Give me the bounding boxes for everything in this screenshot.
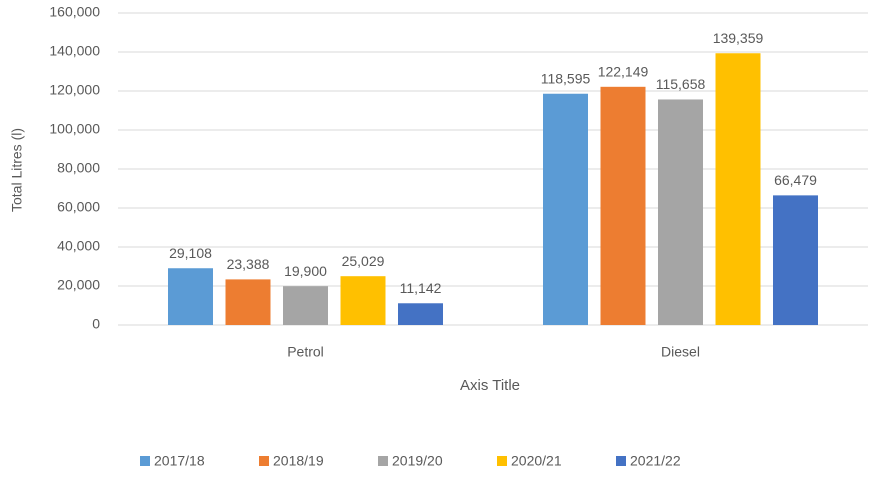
bar bbox=[283, 286, 328, 325]
y-tick-label: 0 bbox=[92, 316, 100, 332]
data-label: 115,658 bbox=[656, 76, 706, 92]
data-label: 139,359 bbox=[713, 30, 764, 46]
data-label: 122,149 bbox=[598, 64, 649, 80]
data-label: 19,900 bbox=[284, 263, 327, 279]
y-axis-title: Total Litres (l) bbox=[9, 128, 25, 212]
legend-swatch bbox=[497, 456, 507, 466]
x-tick-label: Diesel bbox=[661, 344, 700, 360]
data-label: 25,029 bbox=[342, 253, 385, 269]
data-label: 11,142 bbox=[400, 280, 442, 296]
legend-label: 2019/20 bbox=[392, 453, 443, 469]
data-label: 29,108 bbox=[169, 245, 212, 261]
legend-label: 2020/21 bbox=[511, 453, 562, 469]
legend-label: 2017/18 bbox=[154, 453, 205, 469]
y-tick-label: 120,000 bbox=[49, 82, 100, 98]
bar bbox=[340, 276, 386, 325]
bar bbox=[168, 268, 213, 325]
legend-swatch bbox=[616, 456, 626, 466]
bar bbox=[773, 195, 818, 325]
y-tick-label: 40,000 bbox=[57, 238, 100, 254]
data-label: 23,388 bbox=[227, 256, 270, 272]
bar bbox=[600, 86, 646, 325]
data-label: 66,479 bbox=[774, 172, 817, 188]
y-tick-label: 140,000 bbox=[49, 43, 100, 59]
bar bbox=[225, 279, 271, 325]
data-label: 118,595 bbox=[541, 70, 591, 86]
legend-label: 2018/19 bbox=[273, 453, 324, 469]
y-tick-label: 60,000 bbox=[57, 199, 100, 215]
y-tick-label: 20,000 bbox=[57, 277, 100, 293]
x-tick-label: Petrol bbox=[287, 344, 324, 360]
y-tick-label: 160,000 bbox=[49, 4, 100, 20]
bar bbox=[398, 303, 443, 325]
legend-label: 2021/22 bbox=[630, 453, 681, 469]
legend-swatch bbox=[259, 456, 269, 466]
bar bbox=[543, 93, 588, 325]
y-tick-label: 100,000 bbox=[49, 121, 100, 137]
bar bbox=[715, 53, 761, 326]
legend-swatch bbox=[378, 456, 388, 466]
y-tick-label: 80,000 bbox=[57, 160, 100, 176]
x-axis-title: Axis Title bbox=[460, 377, 520, 394]
bar bbox=[658, 99, 703, 325]
legend-swatch bbox=[140, 456, 150, 466]
